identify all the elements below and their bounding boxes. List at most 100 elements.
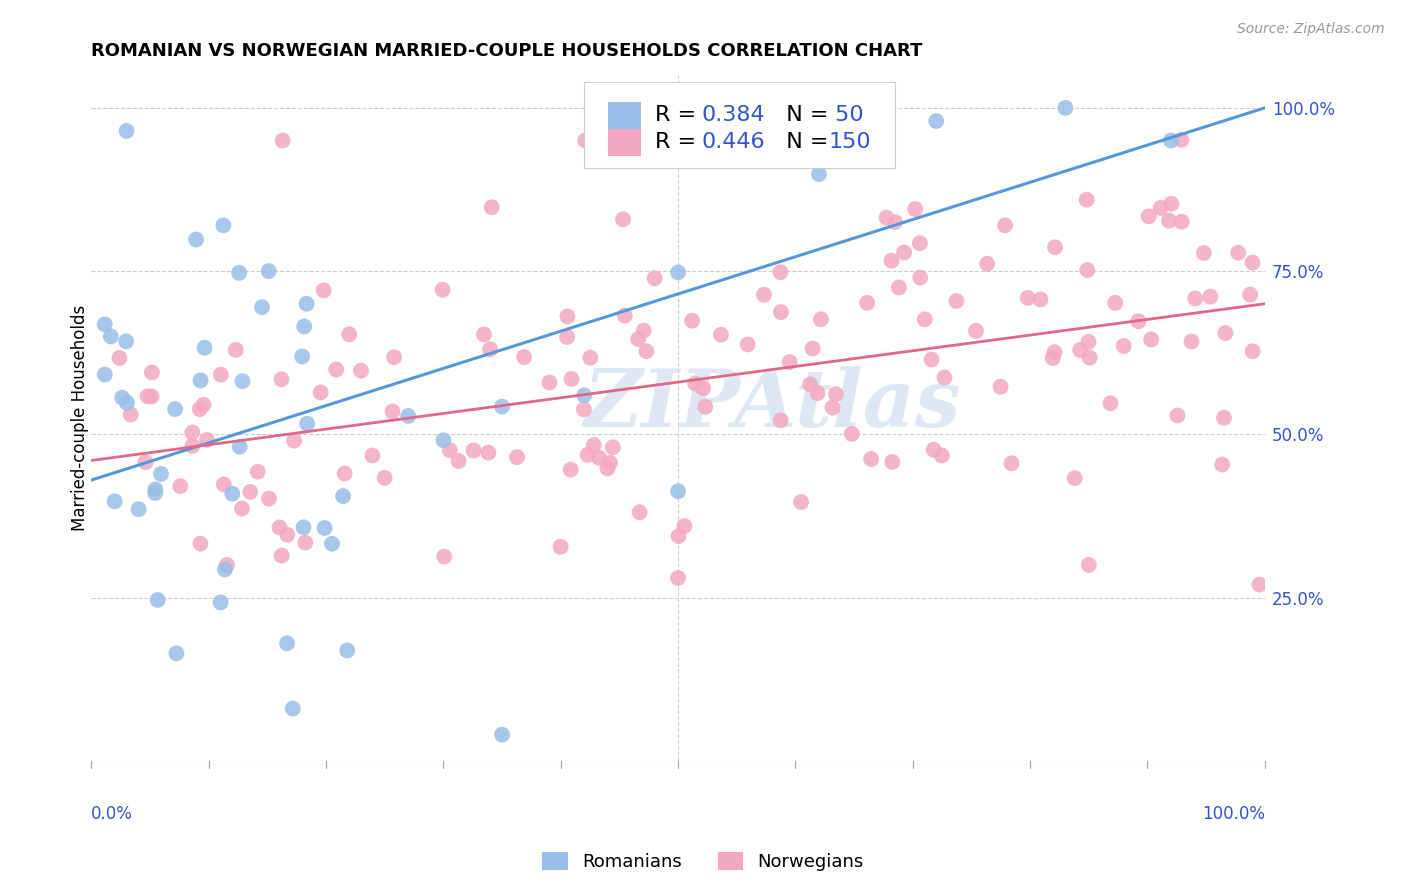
Text: Source: ZipAtlas.com: Source: ZipAtlas.com — [1237, 22, 1385, 37]
Point — [921, 352, 943, 367]
Point — [181, 425, 204, 440]
Point — [374, 471, 396, 485]
Point — [312, 284, 335, 298]
Point — [150, 467, 173, 481]
Point — [506, 450, 529, 465]
Point — [876, 211, 898, 225]
Point — [668, 529, 690, 543]
Point — [1241, 255, 1264, 269]
Point — [321, 537, 343, 551]
Point — [1077, 558, 1099, 572]
Point — [1215, 326, 1237, 340]
Point — [824, 387, 846, 401]
FancyBboxPatch shape — [607, 102, 641, 129]
Point — [1140, 333, 1163, 347]
Point — [165, 646, 187, 660]
Point — [555, 330, 578, 344]
Point — [1166, 409, 1188, 423]
Point — [104, 494, 127, 508]
Point — [1180, 334, 1202, 349]
Point — [382, 350, 405, 364]
Point — [681, 313, 703, 327]
Point — [666, 134, 689, 148]
Text: N =: N = — [772, 132, 835, 153]
Point — [184, 233, 207, 247]
Point — [628, 505, 651, 519]
Point — [807, 167, 830, 181]
Point — [209, 595, 232, 609]
Point — [1128, 314, 1150, 328]
Text: 0.384: 0.384 — [702, 105, 765, 126]
Point — [447, 454, 470, 468]
Point — [269, 520, 291, 534]
Point — [1227, 245, 1250, 260]
FancyBboxPatch shape — [607, 128, 641, 156]
Point — [143, 486, 166, 500]
Point — [914, 312, 936, 326]
Point — [1199, 290, 1222, 304]
Y-axis label: Married-couple Households: Married-couple Households — [72, 305, 89, 531]
Point — [673, 519, 696, 533]
Point — [868, 142, 890, 156]
Point — [433, 549, 456, 564]
Point — [146, 593, 169, 607]
Point — [1043, 345, 1066, 359]
Point — [231, 501, 253, 516]
Point — [481, 200, 503, 214]
Point — [1184, 292, 1206, 306]
Point — [228, 266, 250, 280]
Point — [627, 332, 650, 346]
Point — [250, 300, 273, 314]
Point — [94, 368, 117, 382]
Point — [931, 449, 953, 463]
Point — [612, 212, 634, 227]
Point — [666, 484, 689, 499]
Point — [135, 455, 157, 469]
Point — [779, 355, 801, 369]
Point — [821, 401, 844, 415]
Point — [120, 408, 142, 422]
Point — [1213, 410, 1236, 425]
Point — [1017, 291, 1039, 305]
Point — [550, 540, 572, 554]
Point — [1042, 351, 1064, 365]
Point — [439, 443, 461, 458]
Point — [281, 701, 304, 715]
Point — [574, 388, 596, 402]
Point — [337, 327, 360, 342]
Point — [190, 374, 212, 388]
Point — [588, 450, 610, 465]
Point — [479, 343, 502, 357]
Point — [1170, 133, 1192, 147]
Point — [291, 350, 314, 364]
Point — [1076, 263, 1098, 277]
Point — [579, 351, 602, 365]
Point — [100, 329, 122, 343]
Point — [908, 236, 931, 251]
Point — [1078, 351, 1101, 365]
Point — [136, 389, 159, 403]
Point — [292, 319, 315, 334]
Point — [295, 297, 318, 311]
Point — [994, 219, 1017, 233]
Point — [115, 334, 138, 349]
Point — [108, 351, 131, 365]
Point — [165, 402, 187, 417]
Point — [574, 134, 596, 148]
Point — [790, 495, 813, 509]
Point — [231, 374, 253, 388]
Point — [1099, 396, 1122, 410]
Text: N =: N = — [772, 105, 835, 126]
Point — [633, 324, 655, 338]
Point — [692, 381, 714, 395]
Point — [270, 549, 292, 563]
Point — [477, 445, 499, 459]
Point — [283, 434, 305, 448]
Point — [491, 400, 513, 414]
Point — [572, 402, 595, 417]
Point — [710, 327, 733, 342]
Point — [1160, 134, 1182, 148]
Point — [1160, 196, 1182, 211]
Text: 0.0%: 0.0% — [91, 805, 134, 823]
Point — [683, 376, 706, 391]
